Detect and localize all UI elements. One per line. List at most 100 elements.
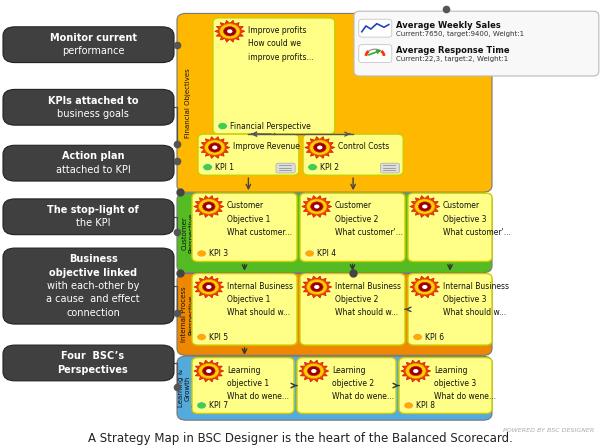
- Circle shape: [209, 143, 221, 152]
- FancyBboxPatch shape: [177, 193, 492, 273]
- Circle shape: [311, 283, 323, 292]
- Text: KPI 1: KPI 1: [215, 163, 234, 172]
- Text: KPI 7: KPI 7: [209, 401, 228, 410]
- Text: Learning: Learning: [332, 366, 365, 375]
- Text: What do wene...: What do wene...: [332, 392, 394, 401]
- Circle shape: [205, 140, 225, 155]
- Polygon shape: [410, 196, 440, 217]
- Circle shape: [308, 367, 320, 375]
- Circle shape: [206, 205, 212, 209]
- Text: Internal Business: Internal Business: [443, 282, 509, 291]
- Polygon shape: [302, 196, 332, 217]
- Circle shape: [203, 202, 215, 211]
- Text: KPI 2: KPI 2: [320, 163, 339, 172]
- Text: objective 2: objective 2: [332, 379, 374, 388]
- Polygon shape: [194, 360, 224, 382]
- Text: Perspectives: Perspectives: [58, 365, 128, 375]
- FancyBboxPatch shape: [177, 274, 492, 355]
- Polygon shape: [302, 276, 332, 298]
- Circle shape: [311, 202, 323, 211]
- Text: KPI 8: KPI 8: [416, 401, 435, 410]
- Text: What do wene...: What do wene...: [227, 392, 289, 401]
- Circle shape: [197, 250, 206, 257]
- FancyBboxPatch shape: [3, 345, 174, 381]
- Circle shape: [206, 285, 212, 289]
- Text: KPI 6: KPI 6: [425, 333, 444, 342]
- FancyBboxPatch shape: [3, 27, 174, 63]
- FancyBboxPatch shape: [408, 193, 492, 261]
- Text: business goals: business goals: [57, 109, 129, 119]
- Text: What customer'...: What customer'...: [335, 228, 403, 237]
- Text: Improve Revenue: Improve Revenue: [233, 142, 299, 151]
- Circle shape: [223, 27, 236, 36]
- Text: KPI 5: KPI 5: [209, 333, 228, 342]
- Polygon shape: [299, 360, 329, 382]
- Circle shape: [314, 205, 320, 209]
- Polygon shape: [401, 360, 431, 382]
- Circle shape: [415, 199, 435, 214]
- Text: with each-other by: with each-other by: [47, 281, 139, 291]
- Circle shape: [305, 250, 314, 257]
- Text: Learning &
Growth
Perspective: Learning & Growth Perspective: [178, 368, 198, 409]
- Text: objective 3: objective 3: [434, 379, 476, 388]
- Text: Customer: Customer: [335, 201, 372, 210]
- Text: What should w...: What should w...: [443, 308, 506, 317]
- FancyBboxPatch shape: [198, 134, 299, 175]
- Text: Improve profits: Improve profits: [248, 26, 306, 35]
- Text: Control Costs: Control Costs: [338, 142, 389, 151]
- Text: Customer: Customer: [443, 201, 480, 210]
- Circle shape: [199, 363, 219, 379]
- FancyBboxPatch shape: [380, 163, 400, 173]
- Polygon shape: [410, 276, 440, 298]
- Polygon shape: [305, 137, 335, 158]
- Circle shape: [197, 402, 206, 409]
- Circle shape: [308, 164, 317, 171]
- Polygon shape: [215, 21, 245, 42]
- Circle shape: [218, 122, 227, 130]
- Text: attached to KPI: attached to KPI: [56, 165, 130, 175]
- Circle shape: [203, 283, 215, 292]
- Circle shape: [413, 333, 422, 341]
- FancyBboxPatch shape: [3, 248, 174, 324]
- Text: Action plan: Action plan: [62, 152, 124, 161]
- Circle shape: [314, 143, 326, 152]
- Text: Objective 1: Objective 1: [227, 295, 270, 304]
- Circle shape: [206, 369, 212, 373]
- FancyBboxPatch shape: [354, 11, 599, 76]
- Text: the KPI: the KPI: [76, 219, 110, 228]
- Text: Objective 1: Objective 1: [227, 215, 270, 224]
- Text: Objective 3: Objective 3: [443, 295, 487, 304]
- Circle shape: [413, 369, 419, 373]
- Text: Internal Process
Perspective: Internal Process Perspective: [181, 287, 194, 342]
- Text: KPIs attached to: KPIs attached to: [48, 96, 138, 105]
- Text: Objective 2: Objective 2: [335, 215, 378, 224]
- Circle shape: [307, 279, 327, 295]
- Text: What customer...: What customer...: [227, 228, 292, 237]
- Circle shape: [203, 367, 215, 375]
- Circle shape: [419, 283, 431, 292]
- FancyBboxPatch shape: [300, 274, 405, 345]
- Circle shape: [307, 199, 327, 214]
- Text: What should w...: What should w...: [227, 308, 290, 317]
- Text: Internal Business: Internal Business: [335, 282, 401, 291]
- Text: Average Response Time: Average Response Time: [396, 46, 509, 55]
- Text: What customer'...: What customer'...: [443, 228, 511, 237]
- FancyBboxPatch shape: [3, 199, 174, 235]
- Circle shape: [199, 279, 219, 295]
- Text: A Strategy Map in BSC Designer is the heart of the Balanced Scorecard.: A Strategy Map in BSC Designer is the he…: [88, 432, 512, 446]
- Circle shape: [220, 24, 240, 39]
- FancyBboxPatch shape: [192, 358, 294, 413]
- Text: Objective 3: Objective 3: [443, 215, 487, 224]
- FancyBboxPatch shape: [359, 19, 392, 37]
- FancyBboxPatch shape: [177, 356, 492, 420]
- Text: connection: connection: [66, 308, 120, 318]
- FancyBboxPatch shape: [192, 274, 297, 345]
- Text: How could we: How could we: [248, 39, 301, 48]
- Circle shape: [415, 279, 435, 295]
- Circle shape: [422, 285, 428, 289]
- Text: improve profits...: improve profits...: [248, 53, 313, 62]
- Circle shape: [419, 202, 431, 211]
- Circle shape: [317, 146, 323, 150]
- Text: Objective 2: Objective 2: [335, 295, 378, 304]
- Text: Learning: Learning: [434, 366, 467, 375]
